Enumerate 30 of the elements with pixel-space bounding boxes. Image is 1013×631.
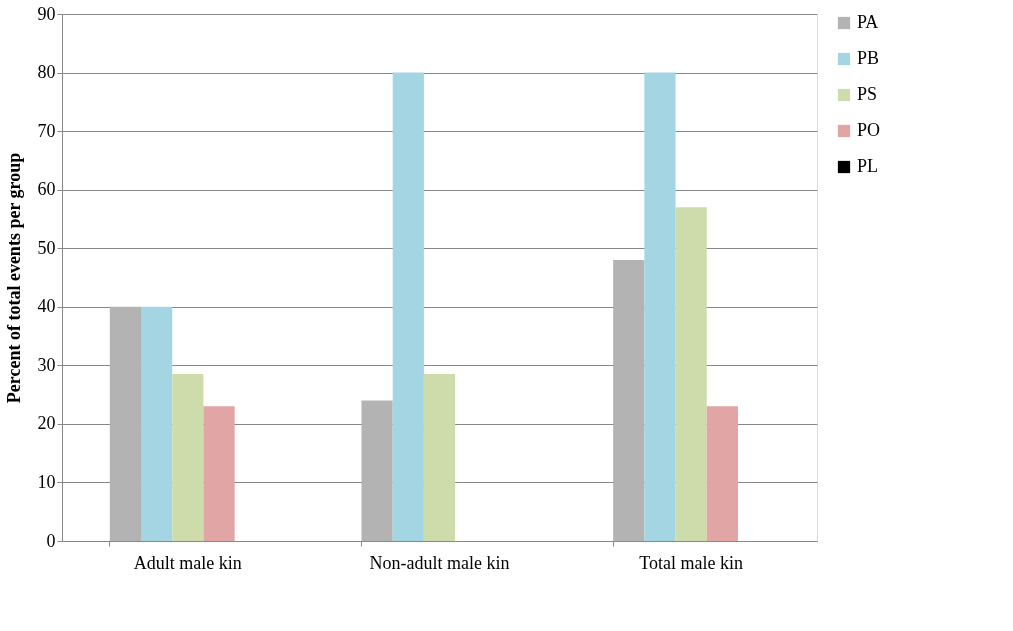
y-tick-label: 40 xyxy=(37,296,56,317)
bar xyxy=(392,72,424,541)
y-tick-label: 90 xyxy=(37,3,56,24)
y-tick-label: 20 xyxy=(37,413,56,434)
y-tick-label: 50 xyxy=(37,237,56,258)
x-tick-label: Adult male kin xyxy=(133,552,242,573)
y-tick-label: 30 xyxy=(37,354,56,375)
x-tick-label: Total male kin xyxy=(639,552,744,573)
bar xyxy=(172,374,204,541)
y-axis-title: Percent of total events per group xyxy=(3,152,24,404)
bar xyxy=(203,406,235,541)
bar xyxy=(109,306,142,541)
y-tick-label: 70 xyxy=(37,120,56,141)
bar xyxy=(706,406,738,541)
y-tick-label: 0 xyxy=(46,530,56,551)
bar xyxy=(141,306,173,541)
legend-label: PO xyxy=(857,120,881,140)
legend-label: PB xyxy=(857,48,880,68)
bar xyxy=(613,259,645,541)
bar xyxy=(675,207,707,541)
bar xyxy=(361,400,393,541)
legend-label: PA xyxy=(857,12,879,32)
x-tick-label: Non-adult male kin xyxy=(369,552,510,573)
bar xyxy=(423,374,456,541)
legend-label: PL xyxy=(857,156,879,176)
bar xyxy=(644,72,676,541)
y-tick-label: 60 xyxy=(37,179,56,200)
y-tick-label: 80 xyxy=(37,62,56,83)
legend-label: PS xyxy=(857,84,878,104)
y-tick-label: 10 xyxy=(37,471,56,492)
